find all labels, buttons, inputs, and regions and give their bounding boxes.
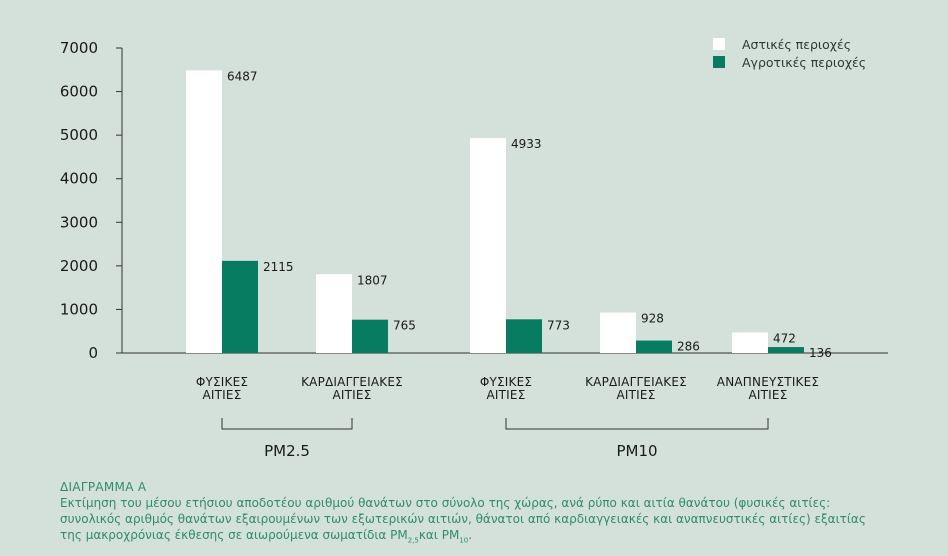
bar-urban — [470, 138, 506, 353]
legend-label: Αστικές περιοχές — [742, 37, 851, 52]
legend-label: Αγροτικές περιοχές — [742, 55, 866, 70]
group-label: PM2.5 — [264, 442, 310, 460]
data-label: 1807 — [357, 273, 388, 287]
caption-line-1: Εκτίμηση του μέσου ετήσιου αποδοτέου αρι… — [60, 496, 831, 510]
bar-rural — [222, 260, 258, 353]
data-label: 286 — [677, 340, 700, 354]
category-label: ΑΙΤΙΕΣ — [749, 388, 788, 402]
caption-sub-pm25: 2,5 — [407, 536, 419, 545]
y-tick-label: 3000 — [60, 213, 98, 231]
category-label: ΑΙΤΙΕΣ — [333, 388, 372, 402]
bar-rural — [352, 319, 388, 353]
y-tick-label: 4000 — [60, 170, 98, 188]
category-label: ΚΑΡΔΙΑΓΓΕΙΑΚΕΣ — [301, 375, 403, 389]
y-tick-label: 6000 — [60, 83, 98, 101]
caption-sub-pm10: 10 — [459, 536, 469, 545]
legend-swatch-urban — [713, 38, 725, 50]
y-tick-label: 7000 — [60, 39, 98, 57]
category-label: ΑΙΤΙΕΣ — [203, 388, 242, 402]
data-label: 765 — [393, 319, 416, 333]
data-label: 4933 — [511, 137, 542, 151]
bar-urban — [186, 70, 222, 353]
legend: Αστικές περιοχές Αγροτικές περιοχές — [713, 37, 866, 70]
bar-rural — [506, 319, 542, 353]
caption-end: . — [468, 528, 473, 542]
group-bracket — [505, 418, 769, 430]
category-label: ΚΑΡΔΙΑΓΓΕΙΑΚΕΣ — [585, 375, 687, 389]
y-tick-label: 1000 — [60, 300, 98, 318]
category-label: ΑΙΤΙΕΣ — [617, 388, 656, 402]
caption-line-3: της μακροχρόνιας έκθεσης σε αιωρούμενα σ… — [60, 528, 408, 542]
category-label: ΦΥΣΙΚΕΣ — [196, 375, 248, 389]
group-label: PM10 — [616, 442, 657, 460]
category-labels: ΦΥΣΙΚΕΣΑΙΤΙΕΣΚΑΡΔΙΑΓΓΕΙΑΚΕΣΑΙΤΙΕΣΦΥΣΙΚΕΣ… — [196, 375, 819, 402]
data-label: 928 — [641, 312, 664, 326]
category-label: ΑΝΑΠΝΕΥΣΤΙΚΕΣ — [717, 375, 819, 389]
bar-rural — [768, 347, 804, 353]
bars: 6487 1807 4933 928 472 2115 765 773 286 136 — [186, 69, 832, 360]
category-label: ΦΥΣΙΚΕΣ — [480, 375, 532, 389]
data-label: 2115 — [263, 260, 294, 274]
data-label: 6487 — [227, 69, 258, 83]
bar-chart: 0 1000 2000 3000 4000 5000 6000 7000 6487 1807 49… — [60, 37, 888, 460]
caption-line-2: συνολικός αριθμός θανάτων εξαιρουμένων τ… — [60, 512, 866, 526]
group-brackets: PM2.5 PM10 — [221, 418, 769, 460]
bar-urban — [600, 312, 636, 353]
legend-swatch-rural — [713, 56, 725, 68]
y-tick-label: 2000 — [60, 257, 98, 275]
caption-mid: και PM — [418, 528, 460, 542]
bar-urban — [316, 274, 352, 353]
group-bracket — [221, 418, 353, 430]
data-label: 472 — [773, 331, 796, 345]
bar-rural — [636, 340, 672, 353]
category-label: ΑΙΤΙΕΣ — [487, 388, 526, 402]
chart-caption: ΔΙΑΓΡΑΜΜΑ Α Εκτίμηση του μέσου ετήσιου α… — [60, 479, 920, 548]
bar-urban — [732, 332, 768, 353]
y-tick-label: 0 — [88, 344, 98, 362]
caption-title: ΔΙΑΓΡΑΜΜΑ Α — [60, 480, 147, 494]
data-label: 136 — [809, 346, 832, 360]
data-label: 773 — [547, 318, 570, 332]
y-tick-label: 5000 — [60, 126, 98, 144]
